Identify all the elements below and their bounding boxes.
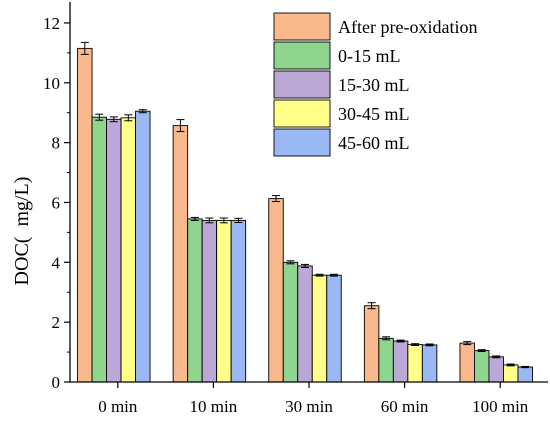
legend-label: 45-60 mL xyxy=(338,133,410,153)
legend-label: 0-15 mL xyxy=(338,46,401,66)
bar-30-min-series-4 xyxy=(326,274,342,383)
bar-0-min-series-4 xyxy=(135,110,151,383)
error-bar xyxy=(205,217,214,224)
error-bar xyxy=(124,114,133,122)
error-bar xyxy=(80,41,89,55)
bar-10-min-series-2 xyxy=(201,219,218,383)
bar-10-min-series-3 xyxy=(216,219,232,383)
bar-100-min-series-2 xyxy=(488,356,504,383)
error-bar xyxy=(411,343,420,346)
y-tick-label: 0 xyxy=(52,373,61,392)
error-bar xyxy=(272,195,280,203)
error-bar xyxy=(190,216,199,221)
bar-30-min-series-2 xyxy=(297,265,313,383)
legend-label: 30-45 mL xyxy=(338,104,410,124)
legend-item: After pre-oxidation xyxy=(273,12,477,41)
bar-60-min-series-0 xyxy=(363,305,380,383)
legend-item: 0-15 mL xyxy=(273,41,401,70)
x-tick-label: 100 min xyxy=(472,397,529,416)
error-bar xyxy=(492,355,501,359)
error-bar xyxy=(286,260,295,265)
legend-swatch xyxy=(273,99,331,128)
bar-30-min-series-0 xyxy=(268,198,284,383)
error-bar xyxy=(138,109,147,114)
bar-0-min-series-3 xyxy=(120,117,137,383)
legend-swatch xyxy=(273,70,331,99)
legend-swatch xyxy=(273,41,331,70)
legend-label: After pre-oxidation xyxy=(338,17,477,37)
error-bar xyxy=(382,336,391,341)
error-bar xyxy=(330,273,338,277)
bar-0-min-series-2 xyxy=(106,118,122,383)
bar-100-min-series-4 xyxy=(517,366,533,383)
x-tick-label: 10 min xyxy=(190,397,238,416)
legend: After pre-oxidation 0-15 mL 15-30 mL 30-45 … xyxy=(273,12,477,157)
error-bar xyxy=(463,341,472,346)
bar-10-min-series-0 xyxy=(172,125,189,383)
bar-100-min-series-1 xyxy=(474,350,490,383)
x-tick-label: 60 min xyxy=(381,397,429,416)
x-tick-label: 30 min xyxy=(285,397,333,416)
bars-layer xyxy=(77,41,533,383)
bar-0-min-series-0 xyxy=(77,47,93,383)
error-bar xyxy=(477,349,486,352)
bar-0-min-series-1 xyxy=(91,116,108,383)
legend-item: 45-60 mL xyxy=(273,128,410,157)
legend-label: 15-30 mL xyxy=(338,75,410,95)
error-bar xyxy=(234,217,243,224)
error-bar xyxy=(367,302,376,310)
error-bar xyxy=(219,217,228,224)
y-tick-label: 10 xyxy=(43,74,60,93)
error-bar xyxy=(315,273,324,277)
error-bar xyxy=(506,363,515,367)
axes-layer: 0 2 4 6 8 10 12 0 min 10 min 30 min 60 min 100 min xyxy=(43,2,548,416)
error-bar xyxy=(109,116,118,123)
y-axis-title: DOC( mg/L) xyxy=(11,177,33,286)
error-bar xyxy=(396,339,405,343)
error-bar xyxy=(425,343,434,347)
bar-60-min-series-2 xyxy=(392,340,409,383)
legend-swatch xyxy=(273,12,331,41)
y-tick-label: 4 xyxy=(52,253,61,272)
y-tick-label: 12 xyxy=(43,14,60,33)
bar-100-min-series-3 xyxy=(503,364,519,383)
y-tick-label: 6 xyxy=(52,193,61,212)
error-bar xyxy=(176,119,185,133)
x-tick-label: 0 min xyxy=(98,397,138,416)
legend-item: 30-45 mL xyxy=(273,99,410,128)
error-bar xyxy=(301,263,309,268)
bar-60-min-series-4 xyxy=(421,344,438,383)
legend-swatch xyxy=(273,128,331,157)
y-tick-label: 2 xyxy=(52,313,61,332)
legend-item: 15-30 mL xyxy=(273,70,410,99)
bar-10-min-series-1 xyxy=(187,218,203,383)
error-bar xyxy=(521,365,530,369)
bar-60-min-series-1 xyxy=(378,337,394,383)
bar-60-min-series-3 xyxy=(407,344,423,383)
error-bar xyxy=(95,113,104,121)
bar-30-min-series-1 xyxy=(282,261,299,383)
y-tick-label: 8 xyxy=(52,134,61,153)
bar-100-min-series-0 xyxy=(459,342,475,383)
bar-30-min-series-3 xyxy=(311,274,328,383)
bar-10-min-series-4 xyxy=(230,219,247,383)
